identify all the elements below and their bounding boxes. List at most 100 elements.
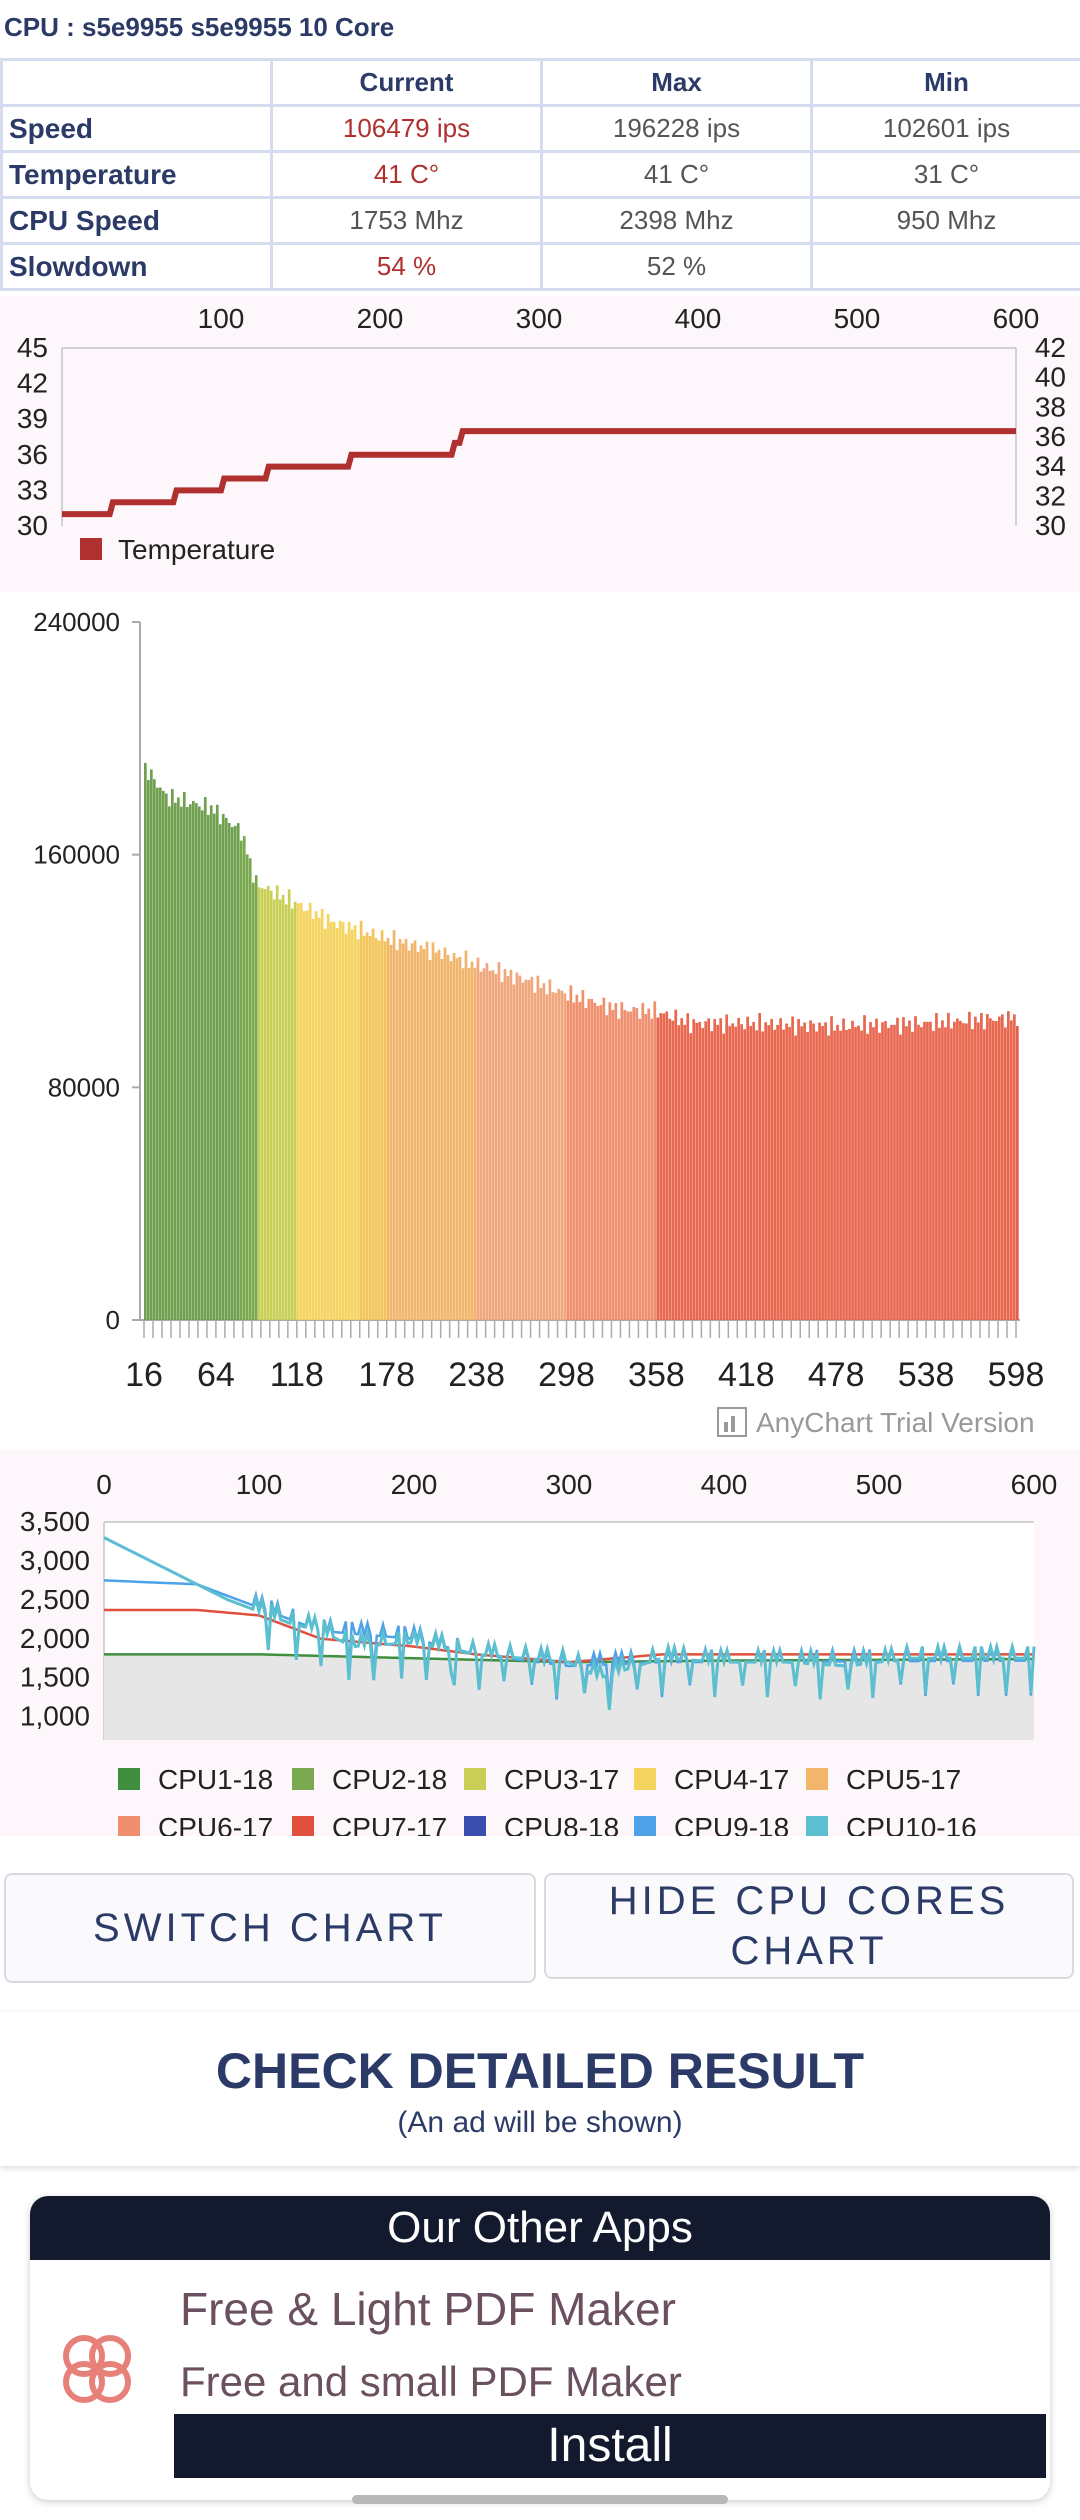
speed-bar	[524, 979, 528, 1320]
speed-bar	[641, 1002, 645, 1320]
y-tick-label-left: 45	[17, 332, 48, 363]
x-tick-label: 478	[808, 1356, 865, 1394]
speed-bar	[665, 1011, 669, 1320]
check-detailed-result-button[interactable]: CHECK DETAILED RESULT (An ad will be sho…	[0, 2012, 1080, 2166]
speed-bar	[656, 1017, 660, 1320]
speed-bar	[521, 982, 525, 1320]
speed-bar	[872, 1027, 875, 1320]
speed-bar	[581, 990, 585, 1320]
table-row: Temperature 41 C° 41 C° 31 C°	[0, 150, 1080, 199]
speed-bar	[176, 797, 180, 1320]
speed-bar	[299, 902, 303, 1320]
x-tick-label: 538	[898, 1356, 955, 1394]
speed-bar	[542, 983, 546, 1320]
speed-bar	[584, 1007, 588, 1320]
speed-bar	[614, 1003, 618, 1320]
speed-bar	[452, 953, 456, 1320]
table-row: CPU Speed 1753 Mhz 2398 Mhz 950 Mhz	[0, 196, 1080, 245]
speed-bar	[224, 817, 228, 1320]
speed-bar	[368, 936, 372, 1320]
speed-bar	[986, 1014, 989, 1320]
speed-bar	[758, 1013, 761, 1320]
speed-bar	[974, 1016, 977, 1320]
x-tick-label: 600	[1011, 1469, 1058, 1500]
speed-bar	[260, 888, 264, 1320]
legend-label: CPU10-16	[846, 1812, 977, 1836]
speed-bar	[797, 1019, 800, 1320]
table-header-row: Current Max Min	[0, 58, 1080, 107]
speed-bar	[431, 942, 435, 1320]
speed-bar	[896, 1017, 899, 1320]
home-indicator[interactable]	[352, 2495, 728, 2504]
speed-bar	[929, 1021, 932, 1320]
row-label: CPU Speed	[0, 196, 273, 245]
x-tick-label: 358	[628, 1356, 685, 1394]
speed-bar	[278, 899, 282, 1320]
speed-bar	[941, 1020, 944, 1320]
speed-bar	[476, 957, 480, 1320]
speed-bar	[272, 899, 276, 1320]
ad-app-name[interactable]: Free & Light PDF Maker	[180, 2283, 676, 2335]
cell-current: 41 C°	[270, 150, 543, 199]
speed-bar	[908, 1020, 911, 1320]
table-row: Speed 106479 ips 196228 ips 102601 ips	[0, 104, 1080, 153]
anychart-logo-icon	[717, 1407, 747, 1437]
speed-bar	[188, 804, 192, 1320]
switch-chart-button[interactable]: SWITCH CHART	[4, 1873, 536, 1983]
legend-swatch	[634, 1768, 656, 1790]
page-title: CPU : s5e9955 s5e9955 10 Core	[4, 12, 395, 42]
speed-bar	[149, 769, 153, 1320]
speed-bar	[509, 969, 513, 1320]
speed-bar	[818, 1022, 821, 1320]
speed-bar	[569, 985, 573, 1320]
hide-cpu-cores-chart-button[interactable]: HIDE CPU CORES CHART	[544, 1873, 1074, 1979]
speed-bar	[710, 1031, 714, 1320]
speed-bar	[836, 1024, 839, 1320]
y-tick-label: 160000	[33, 840, 120, 870]
speed-bar	[575, 994, 579, 1320]
cpu-area-fill	[104, 1654, 1034, 1740]
y-tick-label: 0	[106, 1305, 120, 1335]
install-button[interactable]: Install	[174, 2414, 1046, 2478]
speed-bar	[629, 1011, 633, 1320]
speed-bar	[893, 1024, 896, 1320]
y-tick-label-right: 38	[1035, 391, 1066, 422]
speed-bar	[803, 1022, 806, 1320]
pdf-maker-logo-icon	[54, 2326, 140, 2412]
x-tick-label: 500	[834, 303, 881, 334]
legend-swatch	[118, 1816, 140, 1838]
speed-bar	[398, 938, 402, 1320]
speed-bar	[443, 947, 447, 1320]
speed-bar	[512, 984, 516, 1320]
speed-bar	[611, 1009, 615, 1320]
table-header: Max	[540, 58, 813, 107]
speed-bar	[749, 1025, 753, 1320]
speed-bar	[332, 921, 336, 1320]
cpu-series-line	[103, 1536, 1036, 1710]
speed-bar	[506, 976, 510, 1320]
speed-bar	[356, 939, 360, 1320]
speed-bar	[353, 925, 357, 1320]
speed-bar	[215, 804, 219, 1320]
legend-label: CPU5-17	[846, 1764, 961, 1795]
speed-bar	[938, 1027, 941, 1320]
speed-bar	[470, 961, 474, 1320]
speed-bar	[446, 954, 450, 1320]
speed-bar	[458, 956, 462, 1320]
speed-bar	[779, 1018, 782, 1320]
speed-bar	[650, 1018, 654, 1320]
speed-bar	[902, 1017, 905, 1320]
speed-bar	[911, 1031, 914, 1320]
x-tick-label: 400	[701, 1469, 748, 1500]
speed-bar	[494, 973, 498, 1320]
speed-bar	[536, 975, 540, 1320]
y-tick-label: 1,000	[20, 1701, 90, 1732]
speed-bar	[794, 1035, 797, 1320]
speed-bar	[428, 959, 432, 1320]
speed-bar	[983, 1029, 986, 1320]
speed-bar	[647, 1008, 651, 1320]
speed-bar	[839, 1030, 842, 1320]
speed-bar	[347, 921, 351, 1320]
cell-max: 2398 Mhz	[540, 196, 813, 245]
legend-swatch	[118, 1768, 140, 1790]
